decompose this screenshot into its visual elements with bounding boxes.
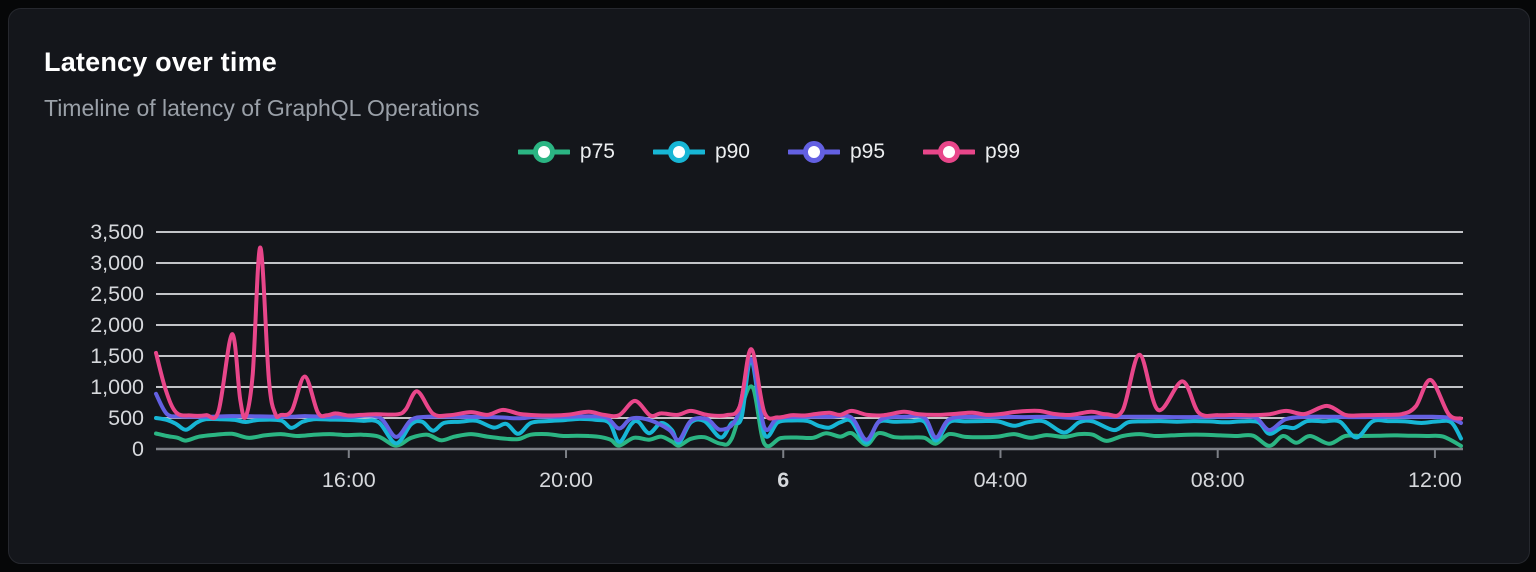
series-line-p95[interactable]: [154, 357, 1463, 443]
series-line-p75[interactable]: [154, 384, 1463, 449]
legend-marker-p99: [923, 141, 976, 163]
panel-title: Latency over time: [44, 47, 277, 77]
legend-label-p75: p75: [579, 140, 615, 163]
legend-marker-p75: [517, 141, 570, 163]
legend-item-p90[interactable]: p90: [652, 139, 750, 165]
legend-item-p95[interactable]: p95: [788, 139, 885, 165]
legend-label-p99: p99: [985, 140, 1021, 163]
legend-item-p75[interactable]: p75: [517, 139, 615, 165]
y-tick-label-500: 500: [108, 406, 144, 430]
latency-panel: Latency over time Timeline of latency of…: [8, 8, 1530, 564]
series-line-p90[interactable]: [154, 357, 1463, 446]
legend-marker-p90: [652, 141, 705, 163]
y-tick-label-3500: 3,500: [90, 220, 144, 244]
y-tick-label-3000: 3,000: [90, 251, 144, 275]
x-tick-label-04:00: 04:00: [974, 468, 1028, 492]
legend-label-p90: p90: [714, 140, 750, 163]
legend-label-p95: p95: [850, 140, 886, 163]
y-tick-label-2500: 2,500: [90, 282, 144, 306]
y-tick-label-1000: 1,000: [90, 375, 144, 399]
legend-item-p99[interactable]: p99: [923, 139, 1020, 165]
series-line-p99[interactable]: [154, 245, 1463, 421]
y-tick-label-1500: 1,500: [90, 344, 144, 368]
panel-subtitle: Timeline of latency of GraphQL Operation…: [44, 95, 480, 121]
y-tick-label-0: 0: [132, 437, 144, 461]
x-tick-label-6: 6: [777, 468, 789, 492]
x-tick-label-20:00: 20:00: [539, 468, 593, 492]
x-tick-label-12:00: 12:00: [1408, 468, 1462, 492]
legend-marker-p95: [788, 141, 840, 163]
latency-chart-plot[interactable]: 0 500 1,000 1,500 2,000 2,500 3,000 3,500 16:00 2…: [9, 9, 1529, 565]
chart-legend: p75 p90 p95 p99: [9, 135, 1529, 169]
x-tick-label-08:00: 08:00: [1191, 468, 1245, 492]
x-tick-label-16:00: 16:00: [322, 468, 376, 492]
y-tick-label-2000: 2,000: [90, 313, 144, 337]
